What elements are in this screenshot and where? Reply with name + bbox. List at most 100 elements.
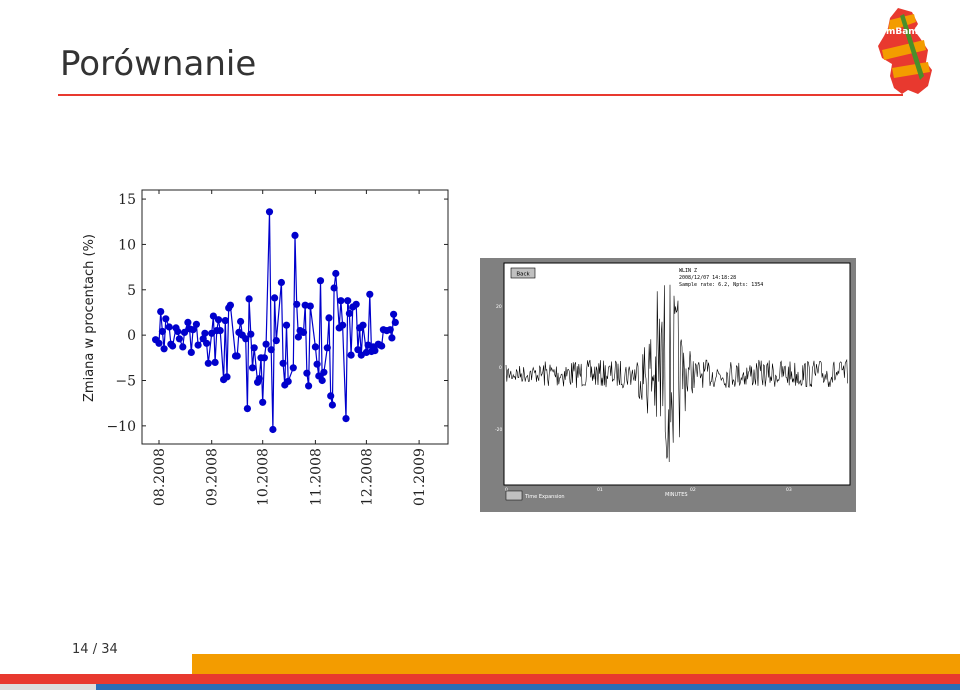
data-point <box>313 360 321 368</box>
y-tick-label: 0 <box>127 328 136 344</box>
data-point <box>354 346 362 354</box>
x-label-1: 01 <box>597 487 603 493</box>
page-total: 34 <box>101 642 118 657</box>
logo-stripe-4 <box>900 14 924 80</box>
footer-bar-red <box>0 674 960 684</box>
data-point <box>209 312 217 320</box>
data-point <box>265 208 274 216</box>
data-point <box>282 321 291 329</box>
data-point <box>277 278 285 287</box>
data-point <box>157 308 165 316</box>
back-button-label: Back <box>516 272 530 278</box>
data-point <box>245 295 253 303</box>
data-point <box>243 405 251 413</box>
sample-info-label: Sample rate: 6.2, Npts: 1354 <box>679 282 763 288</box>
x-label-2: 02 <box>690 487 696 493</box>
plot-frame <box>141 189 449 445</box>
x-tick-label: 01.2009 <box>412 448 428 506</box>
data-point <box>216 327 224 335</box>
data-point <box>337 297 345 305</box>
data-point <box>320 368 328 376</box>
x-tick-label: 11.2008 <box>308 448 324 506</box>
data-point <box>332 269 340 278</box>
data-point <box>160 345 168 353</box>
data-point <box>328 401 336 409</box>
x-tick-label: 08.2008 <box>152 448 168 506</box>
y-label-top: 20 <box>496 304 502 310</box>
data-point <box>214 316 223 324</box>
footer-bar-blue <box>96 684 960 690</box>
data-point <box>169 342 177 350</box>
data-point <box>359 321 367 329</box>
data-point <box>305 382 313 390</box>
data-point <box>221 317 229 325</box>
time-expansion-toggle[interactable] <box>505 490 523 501</box>
data-point <box>345 309 353 317</box>
data-point <box>189 326 197 334</box>
data-point <box>203 339 211 347</box>
data-point <box>272 337 280 345</box>
y-tick-label: 10 <box>118 237 136 253</box>
y-tick-label: −5 <box>115 374 136 390</box>
data-point <box>247 330 255 338</box>
data-point <box>327 392 335 400</box>
x-tick-label: 12.2008 <box>359 448 375 506</box>
time-expansion-label: Time Expansion <box>524 494 565 500</box>
data-point <box>347 351 355 359</box>
mbank-logo: mBank <box>878 8 932 94</box>
y-tick-label: 5 <box>127 283 136 299</box>
data-point <box>306 302 314 310</box>
data-point <box>391 318 399 326</box>
data-point <box>175 335 183 343</box>
data-point <box>192 320 200 328</box>
data-point <box>311 343 319 351</box>
data-point <box>255 375 263 383</box>
data-point <box>201 329 209 337</box>
data-point <box>318 376 326 385</box>
data-point <box>158 327 166 336</box>
data-point <box>386 326 394 334</box>
y-axis-label: Zmiana w procentach (%) <box>82 234 97 402</box>
data-point <box>271 294 279 302</box>
data-point <box>267 346 275 354</box>
page-number: 14 / 34 <box>72 642 118 657</box>
station-label: WLIN Z <box>679 268 697 274</box>
seismogram-screenshot: Back WLIN Z 2008/12/07 14:18:28 Sample r… <box>480 258 856 512</box>
x-label-0: 0 <box>505 487 508 493</box>
data-point <box>204 359 212 367</box>
data-point <box>294 333 302 341</box>
data-point <box>248 364 257 372</box>
data-point <box>352 300 360 308</box>
x-label-3: 03 <box>786 487 792 493</box>
data-point <box>194 341 202 349</box>
data-point <box>366 290 374 298</box>
back-button[interactable] <box>510 267 536 279</box>
percent-change-chart: Zmiana w procentach (%) 15 10 5 0 −5 −10 08.2… <box>82 189 449 506</box>
data-point <box>390 310 398 318</box>
logo-stripe-2 <box>882 40 926 60</box>
timestamp-label: 2008/12/07 14:18:28 <box>679 275 736 281</box>
data-point <box>269 425 277 434</box>
data-point <box>303 369 311 377</box>
data-point <box>339 321 347 329</box>
data-point <box>279 359 287 367</box>
data-point <box>262 340 270 348</box>
data-point <box>242 335 250 343</box>
data-point <box>165 323 173 331</box>
data-point <box>184 318 192 326</box>
data-point <box>330 284 338 292</box>
page-separator: / <box>92 642 98 657</box>
data-point <box>293 300 301 308</box>
data-point <box>260 354 268 362</box>
x-axis-title: MINUTES <box>665 492 688 498</box>
data-point <box>162 315 170 323</box>
data-point <box>289 364 297 372</box>
data-point <box>344 297 352 305</box>
data-point <box>291 231 299 239</box>
y-tick-label: −10 <box>106 419 136 435</box>
x-tick-label: 09.2008 <box>205 448 221 506</box>
data-point <box>155 339 163 347</box>
data-point <box>233 352 241 360</box>
series-line <box>155 211 396 430</box>
data-point <box>316 277 325 285</box>
